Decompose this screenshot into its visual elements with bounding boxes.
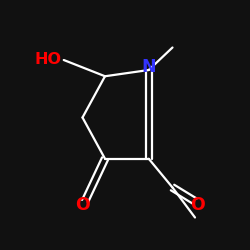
- Text: HO: HO: [34, 52, 61, 68]
- Text: O: O: [75, 196, 90, 214]
- Text: N: N: [142, 58, 156, 76]
- Text: O: O: [190, 196, 205, 214]
